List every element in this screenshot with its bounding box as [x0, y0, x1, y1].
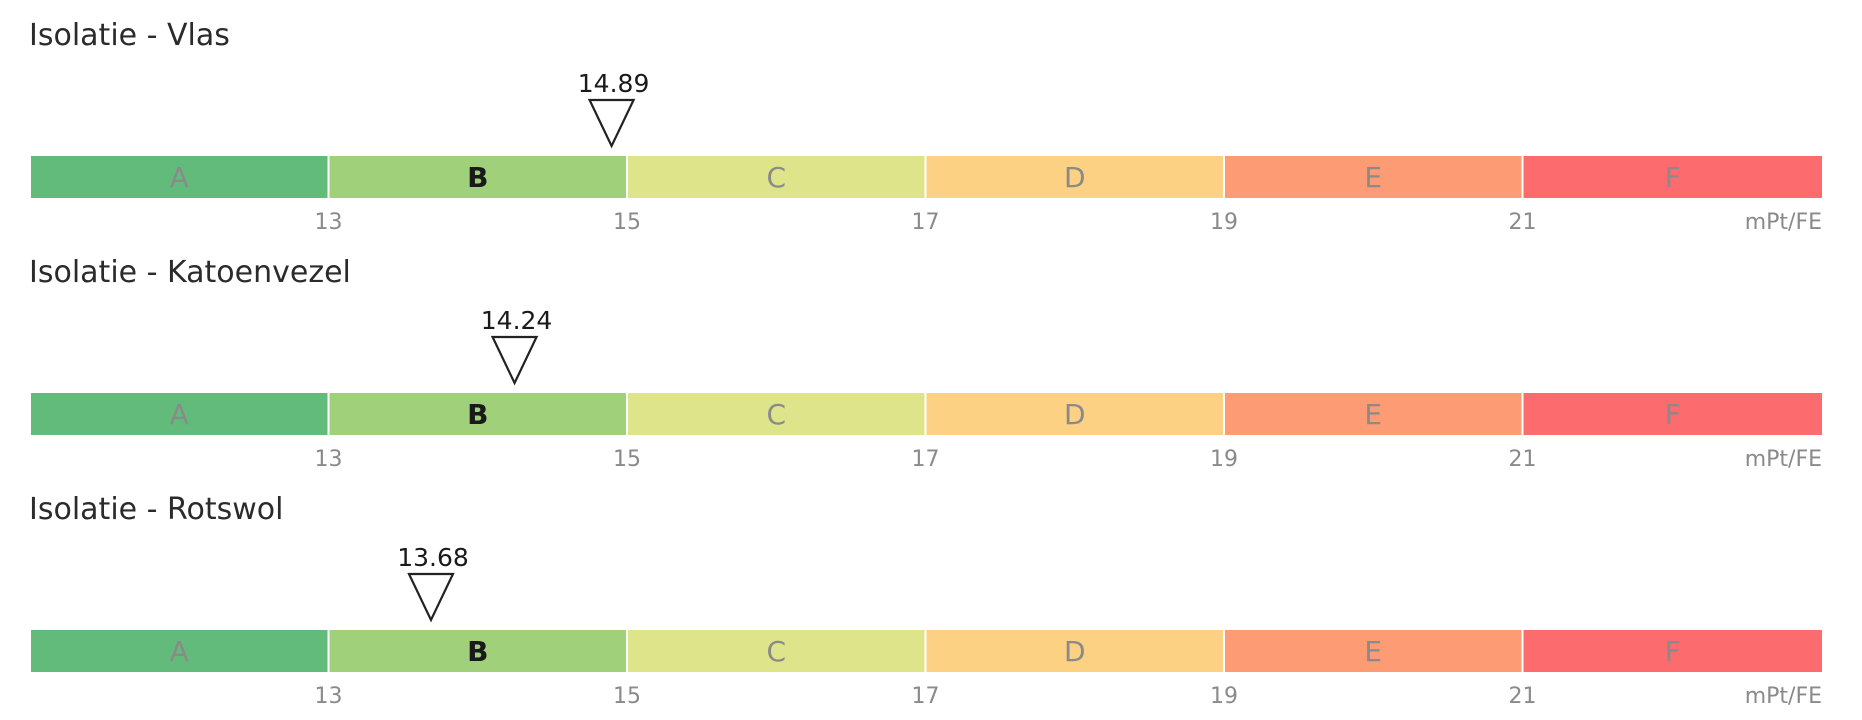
value-marker — [587, 98, 636, 149]
threshold-label: 15 — [613, 684, 641, 709]
value-label: 14.24 — [481, 306, 553, 335]
threshold-label: 19 — [1210, 210, 1238, 235]
class-label-c: C — [766, 398, 786, 431]
value-label: 13.68 — [397, 543, 469, 572]
class-label-a: A — [170, 398, 189, 431]
class-segment-a — [31, 393, 328, 435]
class-segment-c — [628, 156, 925, 198]
unit-label: mPt/FE — [1745, 210, 1822, 235]
chart-title: Isolatie - Vlas — [29, 18, 230, 53]
threshold-label: 17 — [912, 684, 940, 709]
threshold-label: 15 — [613, 210, 641, 235]
threshold-label: 19 — [1210, 447, 1238, 472]
class-segment-b — [329, 393, 626, 435]
chart-title: Isolatie - Katoenvezel — [29, 255, 351, 290]
threshold-label: 21 — [1509, 210, 1537, 235]
unit-label: mPt/FE — [1745, 447, 1822, 472]
threshold-label: 13 — [315, 684, 343, 709]
threshold-label: 13 — [315, 447, 343, 472]
class-segment-e — [1225, 630, 1522, 672]
threshold-label: 17 — [912, 447, 940, 472]
value-marker — [407, 572, 455, 623]
class-label-a: A — [170, 161, 189, 194]
rating-chart-1: Isolatie - Vlas A B C D E F 13 15 17 19 21 mPt/FE 14.… — [29, 18, 1822, 235]
class-label-f: F — [1665, 161, 1681, 194]
class-segment-d — [926, 393, 1223, 435]
class-segment-b — [329, 156, 626, 198]
rating-chart-2: Isolatie - Katoenvezel A B C D E F 13 15 17 19 21 mP… — [29, 255, 1822, 472]
class-label-d: D — [1064, 161, 1086, 194]
class-label-d: D — [1064, 635, 1086, 668]
class-label-c: C — [766, 635, 786, 668]
class-segment-c — [628, 630, 925, 672]
class-segment-f — [1523, 630, 1822, 672]
class-segment-d — [926, 156, 1223, 198]
threshold-label: 13 — [315, 210, 343, 235]
class-label-c: C — [766, 161, 786, 194]
class-label-d: D — [1064, 398, 1086, 431]
threshold-label: 21 — [1509, 684, 1537, 709]
class-segment-e — [1225, 393, 1522, 435]
class-segment-f — [1523, 156, 1822, 198]
class-segment-f — [1523, 393, 1822, 435]
threshold-label: 19 — [1210, 684, 1238, 709]
class-label-b: B — [467, 161, 488, 194]
chart-title: Isolatie - Rotswol — [29, 492, 283, 527]
class-label-a: A — [170, 635, 189, 668]
value-marker — [490, 335, 539, 386]
class-segment-d — [926, 630, 1223, 672]
class-label-f: F — [1665, 635, 1681, 668]
threshold-label: 15 — [613, 447, 641, 472]
unit-label: mPt/FE — [1745, 684, 1822, 709]
class-label-f: F — [1665, 398, 1681, 431]
class-segment-a — [31, 156, 328, 198]
class-label-e: E — [1364, 161, 1382, 194]
class-segment-b — [329, 630, 626, 672]
value-label: 14.89 — [578, 69, 650, 98]
class-segment-e — [1225, 156, 1522, 198]
class-segment-a — [31, 630, 328, 672]
rating-chart-3: Isolatie - Rotswol A B C D E F 13 15 17 19 21 mPt/FE… — [29, 492, 1822, 709]
class-label-b: B — [467, 635, 488, 668]
class-label-e: E — [1364, 398, 1382, 431]
class-label-b: B — [467, 398, 488, 431]
class-segment-c — [628, 393, 925, 435]
threshold-label: 21 — [1509, 447, 1537, 472]
class-label-e: E — [1364, 635, 1382, 668]
threshold-label: 17 — [912, 210, 940, 235]
